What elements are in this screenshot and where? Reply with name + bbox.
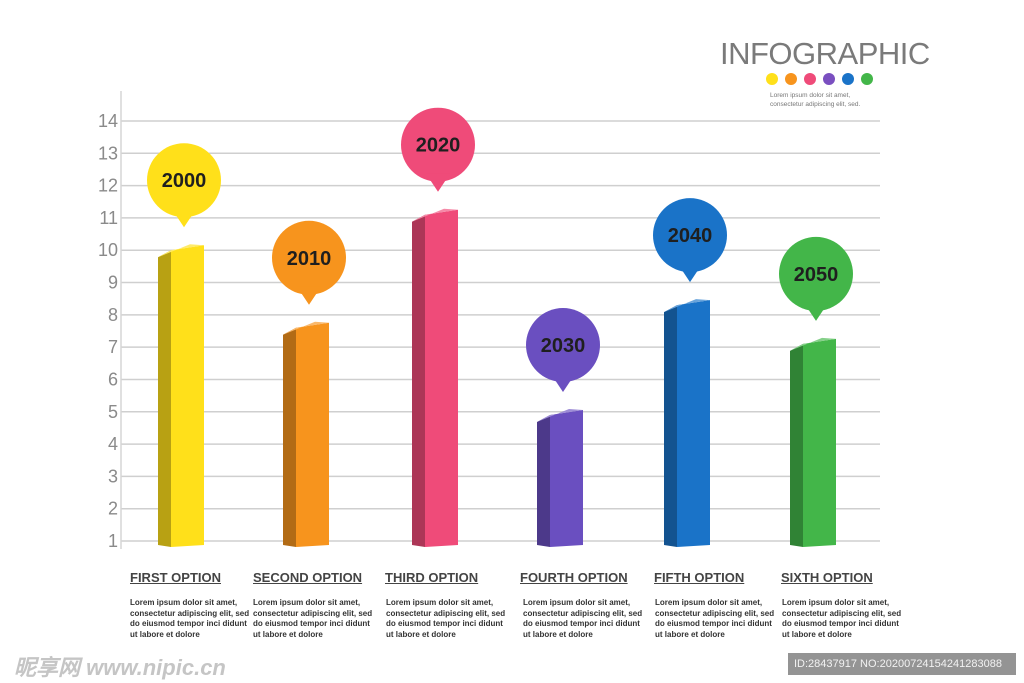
option-label-2: SECOND OPTION: [253, 570, 363, 585]
option-label-5: FIFTH OPTION: [654, 570, 745, 585]
subtitle-line-1: Lorem ipsum dolor sit amet,: [770, 92, 851, 99]
pin-circle: [526, 308, 600, 382]
y-tick-label: 9: [108, 273, 118, 293]
bar-front-face: [425, 209, 458, 547]
year-pin-3: 2020: [401, 107, 475, 192]
pin-circle: [401, 107, 475, 182]
bar-side-face: [537, 415, 550, 547]
y-tick-label: 5: [108, 402, 118, 422]
y-tick-label: 8: [108, 305, 118, 325]
color-dots: [766, 73, 873, 85]
option-label-3: THIRD OPTION: [385, 570, 479, 585]
header-subtitle: Lorem ipsum dolor sit amet, consectetur …: [770, 91, 860, 109]
bar-3: [412, 208, 458, 547]
option-desc-6: Lorem ipsum dolor sit amet, consectetur …: [782, 598, 902, 639]
pin-tail: [426, 173, 450, 192]
bar-side-face: [790, 343, 803, 547]
pin-circle: [272, 220, 346, 295]
dot-yellow: [766, 73, 778, 85]
year-markers: 2000 2010 2020 2030 2040 2050: [147, 107, 853, 392]
pin-year-label: 2020: [416, 135, 461, 157]
year-pin-1: 2000: [147, 143, 221, 228]
bar-top-face: [158, 244, 204, 258]
bar-2: [283, 321, 329, 547]
bar-top-face: [537, 409, 583, 422]
year-pin-4: 2030: [526, 308, 600, 392]
pin-circle: [147, 143, 221, 218]
bar-side-face: [412, 214, 425, 547]
subtitle-line-2: consectetur adipiscing elit, sed.: [770, 101, 861, 108]
pin-year-label: 2030: [541, 335, 586, 357]
y-tick-label: 10: [98, 240, 118, 260]
watermark-left: 昵享网 www.nipic.cn: [14, 655, 226, 680]
option-desc-5: Lorem ipsum dolor sit amet, consectetur …: [655, 598, 775, 639]
y-tick-label: 4: [108, 434, 118, 454]
pin-tail: [804, 302, 828, 321]
pin-tail: [678, 264, 702, 283]
pin-year-label: 2010: [287, 248, 332, 270]
y-tick-label: 1: [108, 531, 118, 551]
year-pin-6: 2050: [779, 236, 853, 321]
y-tick-label: 11: [99, 208, 118, 228]
y-tick-label: 3: [108, 466, 118, 486]
dot-green: [861, 73, 873, 85]
pin-year-label: 2050: [794, 264, 839, 286]
bar-front-face: [803, 338, 836, 547]
y-tick-label: 14: [98, 111, 118, 131]
option-desc-1: Lorem ipsum dolor sit amet, consectetur …: [130, 598, 250, 639]
bar-front-face: [296, 322, 329, 547]
bar-top-face: [790, 337, 836, 351]
bar-top-face: [283, 321, 329, 335]
year-pin-5: 2040: [653, 198, 727, 283]
option-label-1: FIRST OPTION: [130, 570, 221, 585]
pin-tail: [551, 374, 575, 392]
bar-side-face: [664, 305, 677, 547]
option-desc-3: Lorem ipsum dolor sit amet, consectetur …: [386, 598, 506, 639]
bar-1: [158, 244, 204, 547]
bar-front-face: [171, 245, 204, 547]
pin-year-label: 2040: [668, 225, 713, 247]
pin-circle: [779, 236, 853, 311]
dot-purple: [823, 73, 835, 85]
bar-5: [664, 299, 710, 547]
pin-tail: [297, 286, 321, 305]
bar-6: [790, 337, 836, 547]
watermark-right: ID:28437917 NO:20200724154241283088: [788, 653, 1016, 675]
dot-blue: [842, 73, 854, 85]
pin-circle: [653, 198, 727, 273]
y-tick-label: 2: [108, 499, 118, 519]
bars: [158, 208, 836, 547]
y-tick-label: 12: [98, 176, 118, 196]
y-tick-label: 13: [98, 143, 118, 163]
pin-year-label: 2000: [162, 170, 207, 192]
bar-4: [537, 409, 583, 547]
option-label-6: SIXTH OPTION: [781, 570, 873, 585]
y-tick-label: 7: [108, 337, 118, 357]
option-label-4: FOURTH OPTION: [520, 570, 628, 585]
option-desc-2: Lorem ipsum dolor sit amet, consectetur …: [253, 598, 373, 639]
bar-top-face: [412, 208, 458, 222]
year-pin-2: 2010: [272, 220, 346, 305]
y-tick-label: 6: [108, 369, 118, 389]
grid-lines: [120, 91, 880, 549]
bar-side-face: [283, 327, 296, 547]
bar-side-face: [158, 250, 171, 547]
infographic-title: INFOGRAPHIC: [720, 36, 930, 71]
pin-tail: [172, 209, 196, 228]
dot-orange: [785, 73, 797, 85]
option-desc-4: Lorem ipsum dolor sit amet, consectetur …: [523, 598, 643, 639]
bar-top-face: [664, 299, 710, 313]
bar-front-face: [677, 300, 710, 547]
bar-front-face: [550, 410, 583, 547]
dot-pink: [804, 73, 816, 85]
